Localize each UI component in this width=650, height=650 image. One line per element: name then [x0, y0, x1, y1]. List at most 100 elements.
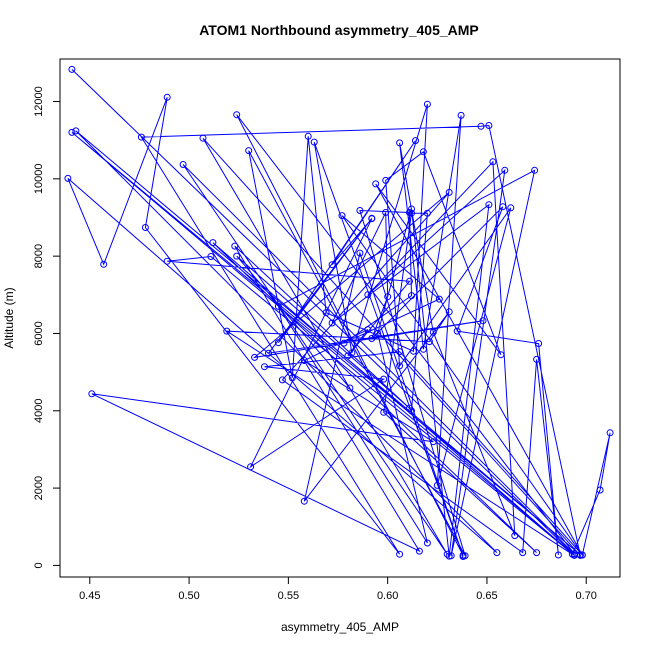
data-point	[406, 277, 413, 285]
data-point	[429, 328, 437, 336]
data-series	[64, 65, 614, 560]
data-point	[278, 376, 286, 384]
data-point	[382, 176, 390, 184]
data-point	[596, 486, 604, 494]
data-point	[459, 553, 467, 560]
data-point	[396, 348, 404, 356]
data-point	[223, 327, 231, 335]
data-point	[479, 317, 487, 325]
data-point	[423, 209, 431, 217]
data-point	[493, 549, 501, 557]
data-point	[372, 180, 380, 188]
data-point	[356, 249, 364, 257]
data-point	[519, 549, 527, 557]
data-point	[300, 357, 308, 364]
data-point	[209, 239, 217, 247]
data-point	[445, 188, 453, 196]
data-point	[531, 166, 539, 174]
data-point	[499, 203, 507, 211]
data-point	[368, 215, 376, 223]
data-point	[429, 438, 437, 446]
data-point	[435, 295, 443, 303]
chart-title: ATOM1 Northbound asymmetry_405_AMP	[199, 22, 479, 38]
data-point	[231, 242, 239, 250]
data-point	[274, 339, 282, 347]
x-tick-label: 0.65	[476, 590, 497, 602]
data-point	[247, 463, 255, 471]
data-point	[356, 207, 364, 214]
data-point	[338, 212, 346, 220]
data-point	[457, 111, 465, 119]
data-point	[443, 550, 451, 558]
data-point	[423, 100, 431, 108]
data-point	[300, 497, 308, 505]
data-point	[408, 292, 415, 300]
data-point	[419, 345, 427, 353]
data-point	[412, 137, 419, 145]
data-point	[368, 335, 376, 342]
data-point	[304, 132, 312, 140]
data-point	[408, 205, 415, 213]
y-tick-label: 2000	[33, 476, 45, 500]
data-point	[423, 539, 431, 547]
y-axis-label: Altitude (m)	[2, 287, 16, 348]
x-tick-label: 0.45	[79, 590, 100, 602]
data-point	[485, 201, 493, 209]
y-axis: 0 2000 4000 6000 8000 10000 12000	[33, 86, 61, 568]
data-point	[374, 330, 382, 337]
data-point	[485, 122, 493, 129]
data-point	[245, 147, 253, 155]
data-point	[68, 65, 76, 73]
data-point	[261, 363, 268, 371]
data-point	[64, 174, 72, 182]
data-point	[346, 384, 354, 392]
data-point	[445, 308, 453, 316]
data-point	[380, 408, 388, 416]
data-point	[606, 429, 614, 437]
y-tick-label: 12000	[33, 86, 45, 117]
data-point	[141, 224, 149, 231]
data-point	[68, 128, 76, 136]
data-point	[384, 293, 392, 301]
data-point	[310, 138, 318, 146]
data-point	[425, 338, 433, 346]
data-point	[511, 532, 519, 540]
data-point	[415, 547, 423, 555]
data-point	[340, 339, 348, 347]
data-point	[406, 404, 413, 412]
data-point	[433, 481, 441, 489]
data-point	[570, 551, 578, 559]
x-tick-label: 0.60	[377, 590, 398, 602]
data-point	[497, 351, 505, 359]
data-point	[554, 551, 562, 559]
y-tick-label: 10000	[33, 164, 45, 195]
data-point	[396, 139, 404, 147]
data-point	[322, 309, 330, 317]
data-point	[233, 111, 241, 119]
data-point	[396, 362, 404, 370]
data-point	[445, 552, 453, 560]
data-point	[489, 158, 497, 166]
data-point	[265, 349, 272, 357]
data-point	[419, 148, 427, 156]
data-point	[137, 133, 145, 141]
data-point	[507, 204, 515, 212]
data-point	[364, 326, 372, 334]
data-point	[179, 161, 187, 168]
y-tick-label: 6000	[33, 321, 45, 345]
data-point	[100, 260, 108, 268]
data-point	[72, 127, 80, 135]
data-point	[364, 291, 372, 299]
data-point	[288, 374, 296, 382]
data-point	[207, 253, 215, 260]
x-tick-label: 0.50	[178, 590, 199, 602]
data-point	[382, 209, 390, 216]
data-point	[163, 93, 171, 101]
data-point	[251, 353, 259, 361]
data-point	[533, 549, 541, 557]
x-axis-label: asymmetry_405_AMP	[281, 620, 399, 634]
x-tick-label: 0.55	[278, 590, 299, 602]
data-point	[501, 166, 509, 174]
data-point	[453, 327, 461, 335]
data-point	[578, 551, 586, 559]
